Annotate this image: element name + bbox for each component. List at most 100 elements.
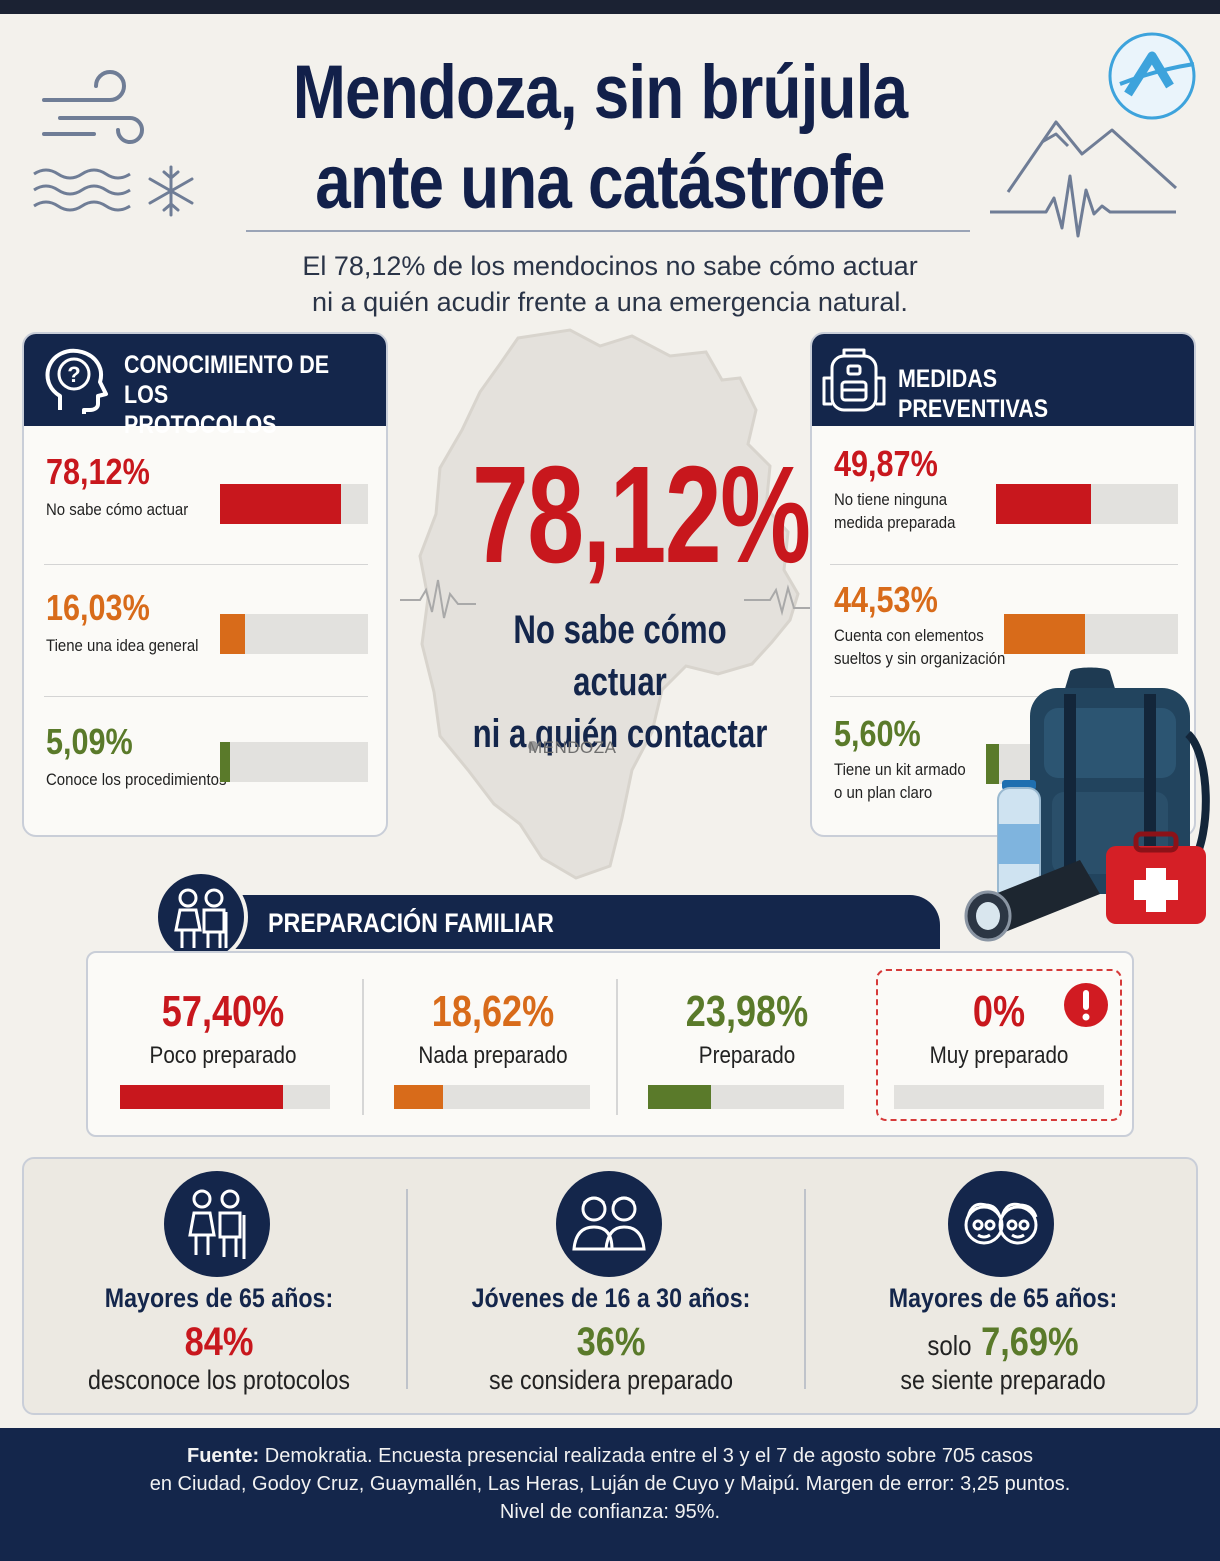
stat-percentage: 23,98% (685, 987, 809, 1036)
source-footer: Fuente: Demokratia. Encuesta presencial … (0, 1428, 1220, 1561)
divider (362, 979, 364, 1115)
demographic-stat: Mayores de 65 años: solo 7,69% se siente… (808, 1159, 1198, 1417)
demographic-icon-circle (948, 1171, 1054, 1277)
protocol-bar (220, 742, 368, 782)
demographic-icon-circle (164, 1171, 270, 1277)
demographic-text: se siente preparado (900, 1365, 1106, 1395)
stat-label: Muy preparado (929, 1042, 1069, 1069)
demographic-text: desconoce los protocolos (87, 1365, 351, 1395)
preventive-bar-fill (996, 484, 1092, 524)
demographic-value: 84% (51, 1319, 386, 1365)
exclamation-icon (1064, 983, 1108, 1027)
big-description: No sabe cómo actuar ni a quién contactar (472, 608, 768, 756)
family-bar (120, 1085, 330, 1109)
divider (406, 1189, 408, 1389)
protocol-bar-fill (220, 614, 245, 654)
stat-label: Tiene un kit armado o un plan claro (834, 760, 966, 802)
stat-percentage: 18,62% (431, 987, 555, 1036)
protocol-bar-fill (220, 484, 342, 524)
demographic-label: Mayores de 65 años: (104, 1283, 334, 1313)
footer-source-text: Demokratia. Encuesta presencial realizad… (264, 1445, 1033, 1467)
protocol-bar-fill (220, 742, 231, 782)
elderly-faces-icon (964, 1202, 1038, 1245)
stat-label: Nada preparado (418, 1042, 568, 1069)
demographic-icon-circle (556, 1171, 662, 1277)
protocol-stat: 78,12% No sabe cómo actuar (46, 452, 208, 521)
stat-percentage: 44,53% (834, 579, 938, 620)
preventive-card: MEDIDAS PREVENTIVAS 49,87% No tiene ning… (810, 332, 1196, 837)
demographic-stat: Mayores de 65 años: 84% desconoce los pr… (24, 1159, 414, 1417)
protocol-stat: 5,09% Conoce los procedimientos (46, 722, 251, 791)
head-question-icon: ? (45, 348, 108, 414)
preventive-bar-fill (986, 744, 1000, 784)
family-bar-fill (648, 1085, 712, 1109)
demographic-label: Jóvenes de 16 a 30 años: (471, 1283, 751, 1313)
stat-percentage: 5,60% (834, 713, 921, 754)
preventive-stat: 49,87% No tiene ninguna medida preparada (834, 444, 972, 534)
page-subtitle: El 78,12% de los mendocinos no sabe cómo… (302, 251, 918, 317)
backpack-icon (822, 348, 886, 412)
stat-percentage: 49,87% (834, 443, 938, 484)
stat-label: Cuenta con elementos sueltos y sin organ… (834, 626, 1006, 668)
stat-label: Poco preparado (149, 1042, 297, 1069)
demographic-stat: Jóvenes de 16 a 30 años: 36% se consider… (416, 1159, 806, 1417)
preventive-bar (1004, 614, 1178, 654)
family-stat: 23,98% Preparado (632, 953, 862, 1139)
divider (830, 696, 1178, 697)
young-people-icon (572, 1196, 646, 1251)
preventive-stat: 44,53% Cuenta con elementos sueltos y si… (834, 580, 1029, 670)
divider (616, 979, 618, 1115)
top-bar (0, 0, 1220, 14)
protocol-bar (220, 484, 368, 524)
demographic-value: solo 7,69% (835, 1319, 1170, 1369)
family-card: 57,40% Poco preparado 18,62% Nada prepar… (86, 951, 1134, 1137)
stat-percentage: 57,40% (161, 987, 285, 1036)
protocols-card-header: ? CONOCIMIENTO DE LOS PROTOCOLOS (24, 334, 386, 439)
svg-text:?: ? (67, 362, 80, 387)
family-stat: 57,40% Poco preparado (108, 953, 338, 1139)
big-percentage: 78,12% (472, 438, 811, 592)
divider (830, 564, 1178, 565)
demographic-value: 36% (443, 1319, 778, 1365)
snowflake-icon (148, 165, 194, 217)
protocols-card: ? CONOCIMIENTO DE LOS PROTOCOLOS 78,12% … (22, 332, 388, 837)
mountain-seismic-icon (990, 120, 1178, 238)
stat-label: Preparado (698, 1042, 796, 1069)
page-title: Mendoza, sin brújula ante una catástrofe (292, 50, 908, 225)
demographic-value-number: 7,69% (981, 1320, 1079, 1364)
waves-icon (33, 168, 131, 212)
title-divider (246, 230, 970, 232)
demographic-prefix: solo (927, 1330, 972, 1361)
preventive-card-header: MEDIDAS PREVENTIVAS (812, 334, 1194, 426)
divider (44, 696, 368, 697)
stat-label: Tiene una idea general (46, 636, 199, 655)
family-title: PREPARACIÓN FAMILIAR (268, 908, 554, 938)
family-stat: 18,62% Nada preparado (378, 953, 608, 1139)
preventive-bar-fill (1004, 614, 1086, 654)
demographics-card: Mayores de 65 años: 84% desconoce los pr… (22, 1157, 1198, 1415)
stat-label: Conoce los procedimientos (46, 770, 227, 789)
demographic-value-number: 84% (184, 1320, 254, 1364)
highlight-box (876, 969, 1122, 1121)
family-bar (648, 1085, 844, 1109)
footer-line: en Ciudad, Godoy Cruz, Guaymallén, Las H… (149, 1473, 1071, 1495)
stat-percentage: 16,03% (46, 587, 150, 628)
family-bar-fill (120, 1085, 283, 1109)
demographic-label: Mayores de 65 años: (888, 1283, 1118, 1313)
family-bar (894, 1085, 1104, 1109)
family-icon-circle (154, 870, 248, 964)
preventive-stat: 5,60% Tiene un kit armado o un plan clar… (834, 714, 984, 804)
footer-line: Nivel de confianza: 95%. (499, 1501, 721, 1523)
protocol-stat: 16,03% Tiene una idea general (46, 588, 219, 657)
demographic-text: se considera preparado (489, 1365, 733, 1395)
stat-percentage: 0% (972, 987, 1026, 1036)
stat-label: No sabe cómo actuar (46, 500, 189, 519)
protocol-bar (220, 614, 368, 654)
footer-line: Fuente: Demokratia. Encuesta presencial … (0, 1442, 1220, 1470)
stat-label: No tiene ninguna medida preparada (834, 490, 956, 532)
family-stat: 0% Muy preparado (884, 953, 1114, 1139)
preventive-card-title: MEDIDAS PREVENTIVAS (898, 365, 1049, 423)
preventive-bar (996, 484, 1178, 524)
protocols-card-title: CONOCIMIENTO DE LOS PROTOCOLOS (124, 351, 330, 439)
footer-source-label: Fuente: (186, 1445, 260, 1467)
